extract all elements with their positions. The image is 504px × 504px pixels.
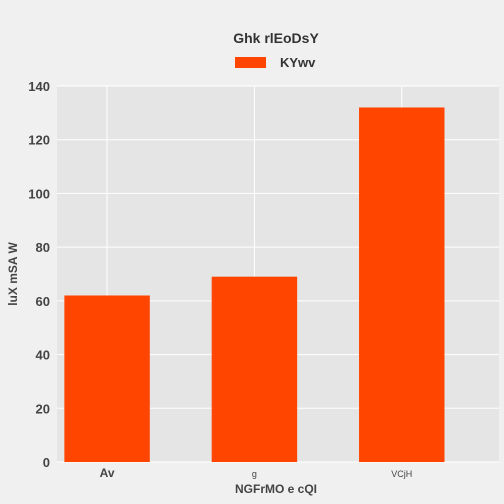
y-tick-label: 20 xyxy=(36,401,50,416)
x-tick-label: Av xyxy=(100,466,115,480)
y-tick-label: 40 xyxy=(36,348,50,363)
x-axis-ticks: Av g VCjH xyxy=(100,466,413,480)
y-tick-label: 100 xyxy=(28,186,50,201)
y-tick-label: 80 xyxy=(36,240,50,255)
chart-title: Ghk rlEoDsY xyxy=(233,30,319,46)
y-tick-label: 140 xyxy=(28,79,50,94)
x-tick-label: VCjH xyxy=(391,469,412,479)
y-axis-label: luX mSA W xyxy=(6,242,20,306)
legend-label: KYwv xyxy=(280,55,316,70)
x-tick-label: g xyxy=(252,469,257,479)
y-tick-label: 120 xyxy=(28,133,50,148)
legend: KYwv xyxy=(235,55,316,70)
bars xyxy=(64,107,445,462)
x-axis-label: NGFrMO e cQI xyxy=(235,482,317,496)
y-tick-label: 60 xyxy=(36,294,50,309)
y-axis-ticks: 0 20 40 60 80 100 120 140 xyxy=(28,79,50,470)
legend-swatch xyxy=(235,57,266,68)
bar-VCjH xyxy=(359,107,445,462)
y-tick-label: 0 xyxy=(43,455,50,470)
bar-Av xyxy=(64,295,150,462)
bar-g xyxy=(211,276,298,462)
